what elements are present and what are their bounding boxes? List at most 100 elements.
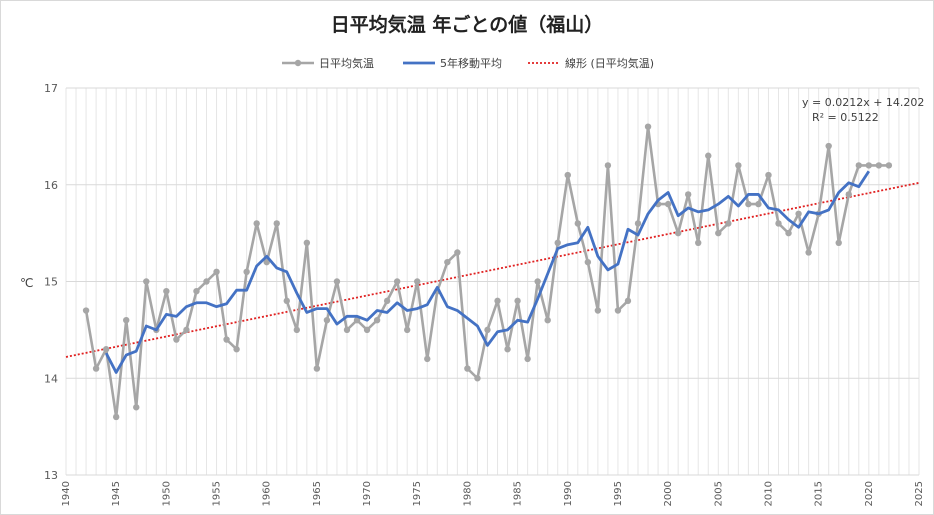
- data-point-annual: [634, 220, 642, 227]
- data-point-annual: [554, 239, 561, 246]
- legend: 日平均気温 5年移動平均 線形 (日平均気温): [282, 56, 654, 70]
- x-tick-label: 2010: [763, 481, 774, 506]
- x-tick-label: 1975: [412, 481, 423, 506]
- data-point-annual: [885, 162, 893, 169]
- data-point-annual: [333, 278, 341, 285]
- data-point-annual: [855, 162, 862, 169]
- data-point-annual: [735, 162, 742, 169]
- x-tick-label: 1945: [111, 481, 122, 506]
- legend-label-moving-average: 5年移動平均: [440, 56, 502, 70]
- legend-label-trend: 線形 (日平均気温): [565, 56, 654, 70]
- data-point-annual: [173, 336, 180, 343]
- data-point-annual: [845, 191, 852, 198]
- y-tick-label: 14: [44, 372, 58, 385]
- data-point-annual: [564, 171, 571, 179]
- x-tick-label: 1955: [212, 481, 223, 506]
- data-point-annual: [614, 307, 622, 314]
- x-tick-label: 1960: [262, 481, 273, 506]
- data-point-annual: [624, 297, 632, 305]
- legend-label-annual: 日平均気温: [319, 56, 374, 70]
- legend-marker-annual: [294, 59, 302, 67]
- x-tick-label: 2020: [864, 481, 875, 506]
- data-point-annual: [775, 220, 782, 227]
- x-tick-label: 1995: [613, 481, 624, 506]
- data-point-annual: [865, 162, 873, 169]
- trendline: [65, 181, 920, 358]
- data-point-annual: [474, 375, 481, 382]
- y-tick-label: 17: [44, 82, 58, 95]
- data-point-annual: [283, 297, 290, 305]
- data-point-annual: [343, 326, 351, 334]
- series-layer: [82, 123, 893, 421]
- data-point-annual: [143, 278, 150, 285]
- data-point-annual: [755, 200, 762, 208]
- grid: [65, 87, 920, 476]
- data-point-annual: [795, 210, 802, 217]
- data-point-annual: [253, 220, 260, 227]
- x-tick-label: 1965: [312, 481, 323, 506]
- data-point-annual: [313, 365, 321, 372]
- y-tick-label: 15: [44, 276, 58, 289]
- data-point-annual: [323, 317, 331, 324]
- data-point-annual: [584, 258, 592, 266]
- data-point-annual: [544, 317, 551, 324]
- data-point-annual: [303, 239, 311, 246]
- x-tick-label: 1970: [362, 481, 373, 506]
- x-tick-label: 2000: [663, 481, 674, 506]
- y-tick-label: 16: [44, 179, 58, 192]
- data-point-annual: [644, 123, 652, 130]
- data-point-annual: [875, 162, 883, 169]
- data-point-annual: [233, 346, 240, 353]
- data-point-annual: [193, 287, 200, 295]
- y-axis-label: ℃: [20, 276, 33, 290]
- x-tick-label: 1985: [513, 481, 524, 506]
- x-tick-label: 2025: [914, 481, 925, 506]
- x-tick-label: 1980: [462, 481, 473, 506]
- data-point-annual: [102, 346, 110, 353]
- data-point-annual: [664, 200, 672, 208]
- data-point-annual: [414, 278, 421, 285]
- data-point-annual: [353, 317, 361, 324]
- data-point-annual: [514, 297, 521, 305]
- data-point-annual: [574, 220, 581, 227]
- x-tick-label: 2005: [713, 481, 724, 506]
- data-point-annual: [123, 317, 130, 324]
- data-point-annual: [82, 307, 90, 314]
- trend-equation: y = 0.0212x + 14.202: [802, 96, 924, 109]
- data-point-annual: [524, 355, 531, 363]
- data-point-annual: [504, 346, 511, 353]
- x-tick-label: 1950: [161, 481, 172, 506]
- data-point-annual: [243, 268, 250, 276]
- data-point-annual: [293, 326, 301, 334]
- data-point-annual: [183, 326, 190, 334]
- data-point-annual: [785, 229, 792, 237]
- data-point-annual: [745, 200, 752, 208]
- data-point-annual: [805, 249, 812, 256]
- data-point-annual: [684, 191, 692, 198]
- data-point-annual: [705, 152, 712, 159]
- data-point-annual: [203, 278, 210, 285]
- trendline-line: [65, 181, 920, 358]
- data-point-annual: [133, 404, 140, 411]
- data-point-annual: [373, 317, 381, 324]
- data-point-annual: [393, 278, 401, 285]
- data-point-annual: [464, 365, 471, 372]
- data-point-annual: [444, 258, 451, 266]
- data-point-annual: [825, 142, 832, 150]
- data-point-annual: [424, 355, 431, 363]
- data-point-annual: [725, 220, 732, 227]
- axes: 13 14 15 16 17 1940 1945 1950 1955 1960 1965 1970 19…: [44, 82, 925, 506]
- trend-r-squared: R² = 0.5122: [812, 111, 879, 124]
- data-point-annual: [383, 297, 391, 305]
- data-point-annual: [765, 171, 772, 179]
- data-point-annual: [273, 220, 280, 227]
- series-line-moving-average: [104, 170, 870, 374]
- data-point-annual: [263, 258, 270, 266]
- data-point-annual: [674, 229, 682, 237]
- data-point-annual: [695, 239, 702, 246]
- data-point-annual: [835, 239, 842, 246]
- data-point-annual: [213, 268, 220, 276]
- data-point-annual: [92, 365, 100, 372]
- y-tick-label: 13: [44, 469, 58, 482]
